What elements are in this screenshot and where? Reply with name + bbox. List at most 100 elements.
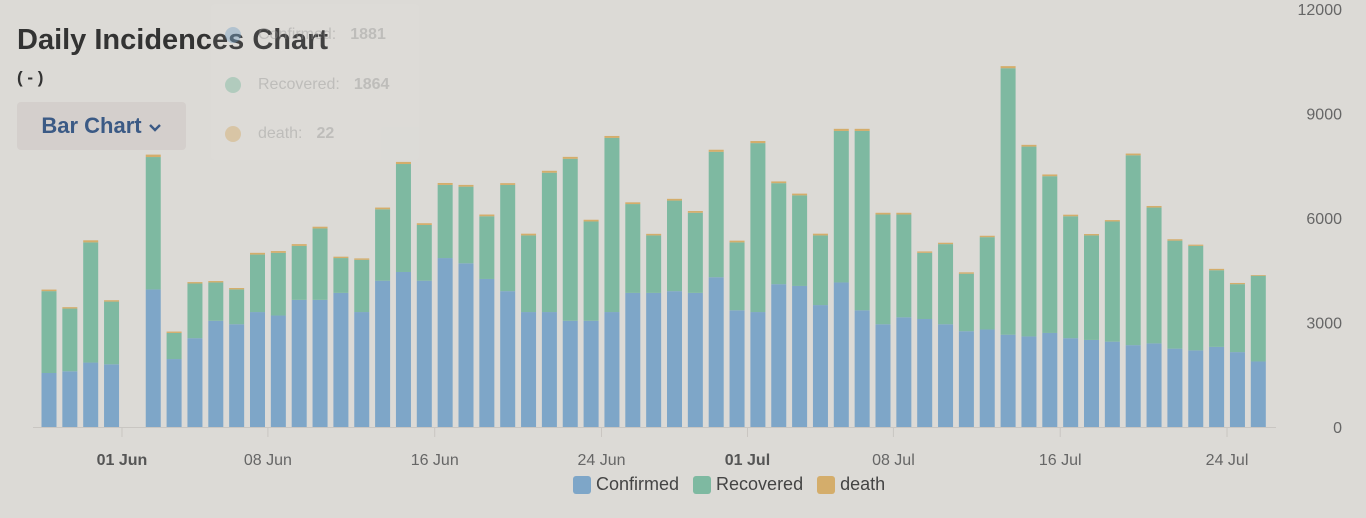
bar-recovered[interactable] xyxy=(229,289,245,325)
bar-death[interactable] xyxy=(521,233,537,236)
bar-recovered[interactable] xyxy=(625,204,641,293)
bar-confirmed[interactable] xyxy=(771,284,787,427)
bar-confirmed[interactable] xyxy=(41,373,57,427)
bar-confirmed[interactable] xyxy=(104,364,120,427)
bar-recovered[interactable] xyxy=(312,228,328,300)
bar-recovered[interactable] xyxy=(792,195,808,286)
bar-confirmed[interactable] xyxy=(1229,352,1245,427)
bar-recovered[interactable] xyxy=(270,252,286,316)
bar-confirmed[interactable] xyxy=(458,263,474,427)
bar-recovered[interactable] xyxy=(854,130,870,311)
bar-death[interactable] xyxy=(250,252,265,255)
bar-death[interactable] xyxy=(687,211,703,213)
bar-confirmed[interactable] xyxy=(416,280,432,427)
bar-recovered[interactable] xyxy=(395,164,411,272)
bar-death[interactable] xyxy=(1042,174,1058,177)
bar-death[interactable] xyxy=(375,207,391,210)
legend-item-recovered[interactable]: Recovered xyxy=(693,474,803,495)
bar-confirmed[interactable] xyxy=(500,291,516,427)
bar-recovered[interactable] xyxy=(917,252,933,320)
bar-death[interactable] xyxy=(625,202,641,205)
bar-recovered[interactable] xyxy=(979,237,995,330)
bar-confirmed[interactable] xyxy=(541,312,557,427)
bar-recovered[interactable] xyxy=(375,209,391,281)
bar-recovered[interactable] xyxy=(812,235,828,306)
bar-recovered[interactable] xyxy=(437,184,453,259)
bar-recovered[interactable] xyxy=(208,282,224,321)
bar-recovered[interactable] xyxy=(562,158,578,321)
bar-confirmed[interactable] xyxy=(1188,350,1204,427)
bar-recovered[interactable] xyxy=(646,235,662,293)
bar-confirmed[interactable] xyxy=(83,362,99,427)
bar-recovered[interactable] xyxy=(708,151,724,278)
bar-recovered[interactable] xyxy=(1209,270,1225,347)
bar-confirmed[interactable] xyxy=(354,312,370,427)
bar-confirmed[interactable] xyxy=(291,299,307,427)
bar-death[interactable] xyxy=(62,307,78,309)
bar-confirmed[interactable] xyxy=(187,338,203,428)
bar-death[interactable] xyxy=(812,233,828,236)
bar-death[interactable] xyxy=(541,170,557,173)
bar-confirmed[interactable] xyxy=(875,324,891,427)
bar-death[interactable] xyxy=(646,233,662,236)
bar-death[interactable] xyxy=(562,156,578,159)
bar-confirmed[interactable] xyxy=(1063,338,1079,428)
legend-item-confirmed[interactable]: Confirmed xyxy=(573,474,679,495)
bar-recovered[interactable] xyxy=(583,221,599,321)
bar-death[interactable] xyxy=(41,289,57,292)
bar-recovered[interactable] xyxy=(938,244,954,325)
bar-death[interactable] xyxy=(145,154,161,158)
bar-confirmed[interactable] xyxy=(792,285,808,427)
bar-confirmed[interactable] xyxy=(145,289,161,427)
bar-recovered[interactable] xyxy=(291,245,307,300)
bar-confirmed[interactable] xyxy=(729,310,745,427)
bar-death[interactable] xyxy=(395,161,411,165)
bar-death[interactable] xyxy=(1146,205,1162,208)
bar-death[interactable] xyxy=(104,300,120,302)
bar-death[interactable] xyxy=(708,149,724,152)
bar-death[interactable] xyxy=(1125,153,1141,156)
bar-death[interactable] xyxy=(1229,282,1245,285)
bar-confirmed[interactable] xyxy=(583,320,599,427)
bar-confirmed[interactable] xyxy=(979,329,995,427)
bar-recovered[interactable] xyxy=(1167,240,1183,349)
bar-confirmed[interactable] xyxy=(833,282,849,427)
bar-recovered[interactable] xyxy=(604,137,620,313)
bar-death[interactable] xyxy=(958,272,974,274)
bar-recovered[interactable] xyxy=(145,157,161,290)
bar-confirmed[interactable] xyxy=(229,324,245,427)
bar-recovered[interactable] xyxy=(500,184,516,292)
bar-confirmed[interactable] xyxy=(1042,332,1058,427)
bar-recovered[interactable] xyxy=(1188,245,1204,351)
bar-recovered[interactable] xyxy=(1021,146,1037,337)
bar-confirmed[interactable] xyxy=(1167,348,1183,428)
bar-confirmed[interactable] xyxy=(562,320,578,427)
bar-recovered[interactable] xyxy=(1063,216,1079,339)
bar-death[interactable] xyxy=(771,181,787,184)
bar-recovered[interactable] xyxy=(1125,155,1141,346)
bar-recovered[interactable] xyxy=(750,143,766,313)
bar-death[interactable] xyxy=(583,219,599,222)
bar-confirmed[interactable] xyxy=(687,292,703,427)
bar-death[interactable] xyxy=(1250,275,1266,276)
bar-death[interactable] xyxy=(166,331,182,333)
bar-death[interactable] xyxy=(1188,244,1204,246)
bar-recovered[interactable] xyxy=(1229,284,1245,353)
bar-death[interactable] xyxy=(833,128,849,131)
bar-death[interactable] xyxy=(1000,66,1016,69)
bar-recovered[interactable] xyxy=(667,200,682,292)
bar-confirmed[interactable] xyxy=(250,312,265,427)
bar-recovered[interactable] xyxy=(354,259,370,313)
bar-recovered[interactable] xyxy=(1084,235,1099,340)
bar-recovered[interactable] xyxy=(187,283,203,339)
bar-death[interactable] xyxy=(729,240,745,243)
bar-recovered[interactable] xyxy=(62,308,78,372)
bar-death[interactable] xyxy=(1084,234,1099,236)
bar-confirmed[interactable] xyxy=(1250,361,1266,427)
bar-recovered[interactable] xyxy=(1250,275,1266,362)
bar-death[interactable] xyxy=(750,141,766,144)
bar-confirmed[interactable] xyxy=(1000,334,1016,427)
bar-confirmed[interactable] xyxy=(1084,339,1099,427)
bar-confirmed[interactable] xyxy=(1021,336,1037,427)
bar-death[interactable] xyxy=(875,212,891,215)
